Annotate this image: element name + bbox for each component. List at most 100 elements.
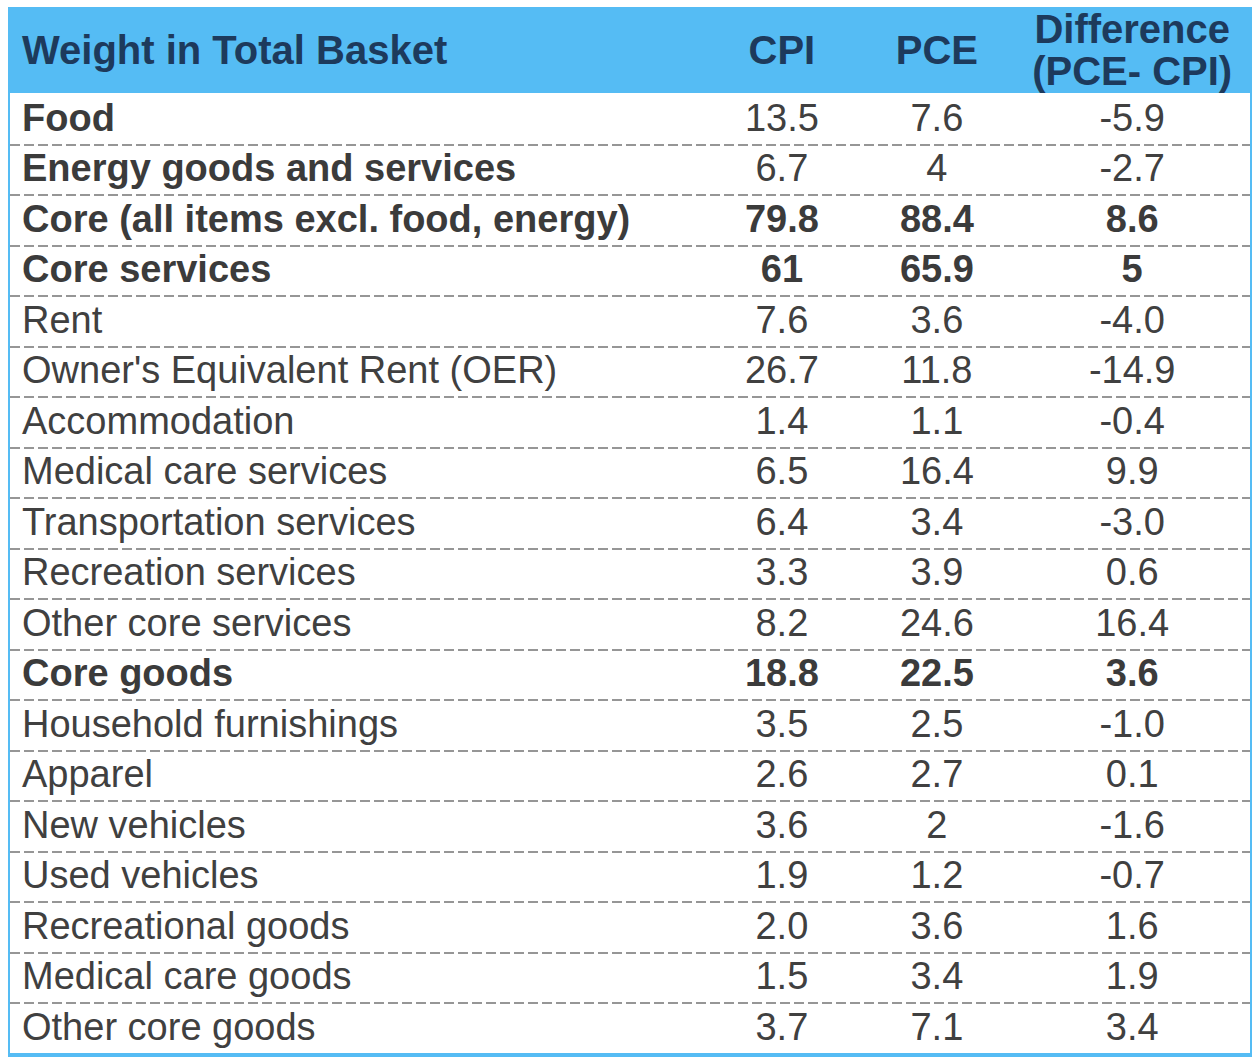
table-row: Medical care services 6.5 16.4 9.9 xyxy=(10,447,1250,498)
cell-difference: -2.7 xyxy=(1014,147,1250,190)
table-row: Food 13.5 7.6 -5.9 xyxy=(10,93,1250,144)
column-header-cpi: CPI xyxy=(704,28,859,73)
cell-pce: 22.5 xyxy=(859,652,1014,695)
cell-pce: 3.6 xyxy=(859,299,1014,342)
cell-pce: 16.4 xyxy=(859,450,1014,493)
cell-difference: -14.9 xyxy=(1014,349,1250,392)
cell-pce: 4 xyxy=(859,147,1014,190)
row-label: Accommodation xyxy=(10,400,704,443)
cell-cpi: 2.0 xyxy=(704,905,859,948)
cell-cpi: 3.3 xyxy=(704,551,859,594)
row-label: Rent xyxy=(10,299,704,342)
cell-pce: 24.6 xyxy=(859,602,1014,645)
cell-cpi: 2.6 xyxy=(704,753,859,796)
cell-cpi: 1.5 xyxy=(704,955,859,998)
row-label: Used vehicles xyxy=(10,854,704,897)
cell-cpi: 6.7 xyxy=(704,147,859,190)
table-row: Accommodation 1.4 1.1 -0.4 xyxy=(10,396,1250,447)
cell-pce: 2.7 xyxy=(859,753,1014,796)
cell-cpi: 79.8 xyxy=(704,198,859,241)
row-label: Other core services xyxy=(10,602,704,645)
cell-pce: 2.5 xyxy=(859,703,1014,746)
table-row: Recreation services 3.3 3.9 0.6 xyxy=(10,548,1250,599)
table-row: Medical care goods 1.5 3.4 1.9 xyxy=(10,952,1250,1003)
table-row: Recreational goods 2.0 3.6 1.6 xyxy=(10,901,1250,952)
row-label: Core goods xyxy=(10,652,704,695)
row-label: Transportation services xyxy=(10,501,704,544)
row-label: Core (all items excl. food, energy) xyxy=(10,198,704,241)
cell-difference: -5.9 xyxy=(1014,97,1250,140)
cell-pce: 1.2 xyxy=(859,854,1014,897)
cell-cpi: 7.6 xyxy=(704,299,859,342)
cell-pce: 7.6 xyxy=(859,97,1014,140)
cell-cpi: 13.5 xyxy=(704,97,859,140)
table-row: Other core services 8.2 24.6 16.4 xyxy=(10,598,1250,649)
cell-pce: 3.4 xyxy=(859,501,1014,544)
row-label: Owner's Equivalent Rent (OER) xyxy=(10,349,704,392)
table-row: Core goods 18.8 22.5 3.6 xyxy=(10,649,1250,700)
cell-pce: 3.4 xyxy=(859,955,1014,998)
cell-pce: 65.9 xyxy=(859,248,1014,291)
table-row: Used vehicles 1.9 1.2 -0.7 xyxy=(10,851,1250,902)
cell-cpi: 6.4 xyxy=(704,501,859,544)
cell-cpi: 26.7 xyxy=(704,349,859,392)
row-label: Other core goods xyxy=(10,1006,704,1049)
row-label: Energy goods and services xyxy=(10,147,704,190)
table-row: Other core goods 3.7 7.1 3.4 xyxy=(10,1002,1250,1053)
row-label: Recreational goods xyxy=(10,905,704,948)
cell-difference: 0.1 xyxy=(1014,753,1250,796)
cell-difference: 8.6 xyxy=(1014,198,1250,241)
column-header-pce: PCE xyxy=(859,28,1014,73)
cell-difference: 9.9 xyxy=(1014,450,1250,493)
column-header-weight-in-total-basket: Weight in Total Basket xyxy=(10,28,704,73)
cell-difference: -1.6 xyxy=(1014,804,1250,847)
row-label: New vehicles xyxy=(10,804,704,847)
table-row: Owner's Equivalent Rent (OER) 26.7 11.8 … xyxy=(10,346,1250,397)
table-row: Core (all items excl. food, energy) 79.8… xyxy=(10,194,1250,245)
cell-difference: 0.6 xyxy=(1014,551,1250,594)
row-label: Apparel xyxy=(10,753,704,796)
cell-pce: 2 xyxy=(859,804,1014,847)
table-body: Food 13.5 7.6 -5.9 Energy goods and serv… xyxy=(10,93,1250,1053)
cell-pce: 11.8 xyxy=(859,349,1014,392)
cell-cpi: 6.5 xyxy=(704,450,859,493)
cell-difference: -4.0 xyxy=(1014,299,1250,342)
cell-pce: 7.1 xyxy=(859,1006,1014,1049)
cell-cpi: 61 xyxy=(704,248,859,291)
table-row: Rent 7.6 3.6 -4.0 xyxy=(10,295,1250,346)
table-header-row: Weight in Total Basket CPI PCE Differenc… xyxy=(10,7,1250,93)
cell-pce: 88.4 xyxy=(859,198,1014,241)
cell-pce: 3.9 xyxy=(859,551,1014,594)
cpi-pce-weights-table: Weight in Total Basket CPI PCE Differenc… xyxy=(8,7,1252,1057)
row-label: Recreation services xyxy=(10,551,704,594)
cell-cpi: 1.4 xyxy=(704,400,859,443)
cell-difference: 5 xyxy=(1014,248,1250,291)
column-header-difference: Difference (PCE- CPI) xyxy=(1014,8,1250,92)
row-label: Core services xyxy=(10,248,704,291)
table-row: Apparel 2.6 2.7 0.1 xyxy=(10,750,1250,801)
cell-difference: 1.6 xyxy=(1014,905,1250,948)
cell-difference: 16.4 xyxy=(1014,602,1250,645)
cell-difference: -3.0 xyxy=(1014,501,1250,544)
table-row: Energy goods and services 6.7 4 -2.7 xyxy=(10,144,1250,195)
cell-difference: -1.0 xyxy=(1014,703,1250,746)
table-row: Core services 61 65.9 5 xyxy=(10,245,1250,296)
cell-difference: 3.6 xyxy=(1014,652,1250,695)
cell-cpi: 3.5 xyxy=(704,703,859,746)
cell-difference: -0.7 xyxy=(1014,854,1250,897)
row-label: Medical care services xyxy=(10,450,704,493)
row-label: Medical care goods xyxy=(10,955,704,998)
cell-difference: -0.4 xyxy=(1014,400,1250,443)
cell-cpi: 3.7 xyxy=(704,1006,859,1049)
row-label: Household furnishings xyxy=(10,703,704,746)
cell-cpi: 18.8 xyxy=(704,652,859,695)
table-row: New vehicles 3.6 2 -1.6 xyxy=(10,800,1250,851)
table-row: Household furnishings 3.5 2.5 -1.0 xyxy=(10,699,1250,750)
cell-cpi: 3.6 xyxy=(704,804,859,847)
cell-cpi: 1.9 xyxy=(704,854,859,897)
cell-pce: 1.1 xyxy=(859,400,1014,443)
cell-difference: 1.9 xyxy=(1014,955,1250,998)
cell-difference: 3.4 xyxy=(1014,1006,1250,1049)
table-row: Transportation services 6.4 3.4 -3.0 xyxy=(10,497,1250,548)
cell-pce: 3.6 xyxy=(859,905,1014,948)
